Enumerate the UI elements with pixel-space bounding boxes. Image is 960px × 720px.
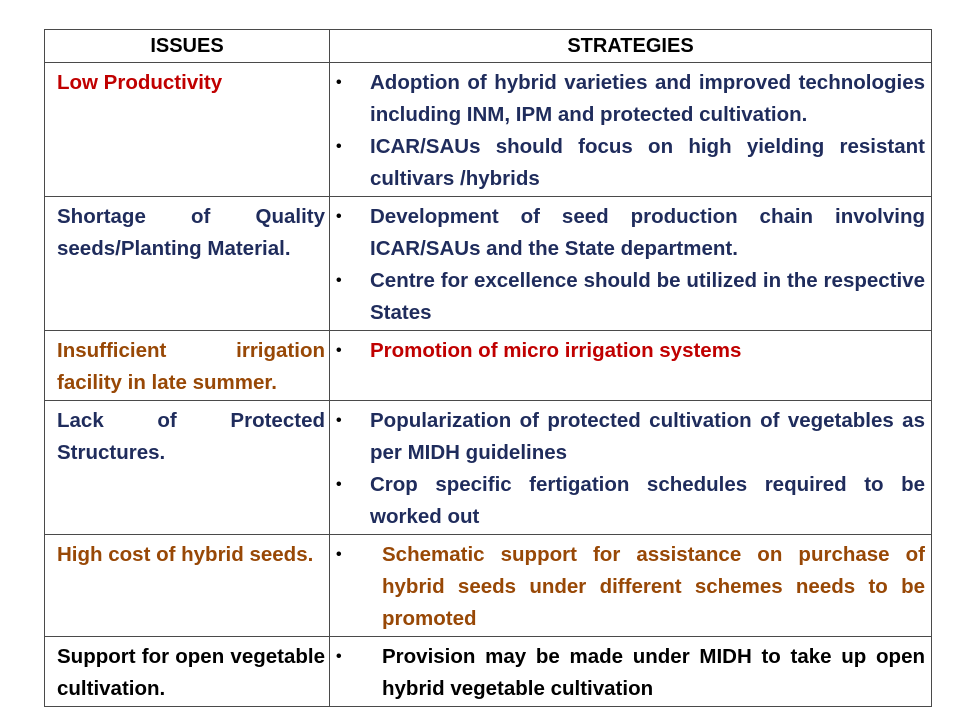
table-row: Support for open vegetable cultivation. … <box>44 636 932 707</box>
strategy-list: • Development of seed production chain in… <box>336 201 925 329</box>
bullet-icon: • <box>336 648 342 665</box>
bullet-icon: • <box>336 546 342 563</box>
strategy-item: • Development of seed production chain in… <box>336 201 925 265</box>
bullet-icon: • <box>336 138 342 155</box>
strategy-item: • Crop specific fertigation schedules req… <box>336 469 925 533</box>
table-row: Low Productivity • Adoption of hybrid var… <box>44 62 932 197</box>
bullet-icon: • <box>336 412 342 429</box>
strategy-item: • Centre for excellence should be utilize… <box>336 265 925 329</box>
table-row: Insufficient irrigation facility in late… <box>44 330 932 401</box>
strategy-text: Crop specific fertigation schedules requ… <box>370 473 925 528</box>
strategy-text: Centre for excellence should be utilized… <box>370 269 925 324</box>
strategy-list: • Promotion of micro irrigation systems <box>336 335 925 367</box>
bullet-icon: • <box>336 342 342 359</box>
strategy-cell: • Provision may be made under MIDH to tak… <box>329 636 932 707</box>
strategy-cell: • Schematic support for assistance on pur… <box>329 534 932 637</box>
strategy-list: • Schematic support for assistance on pur… <box>336 539 925 635</box>
strategy-text: Popularization of protected cultivation … <box>370 409 925 464</box>
bullet-icon: • <box>336 208 342 225</box>
strategy-cell: • Adoption of hybrid varieties and improv… <box>329 62 932 197</box>
table-row: High cost of hybrid seeds. • Schematic su… <box>44 534 932 637</box>
strategy-text: Provision may be made under MIDH to take… <box>382 645 925 700</box>
bullet-icon: • <box>336 476 342 493</box>
strategy-list: • Popularization of protected cultivation… <box>336 405 925 533</box>
bullet-icon: • <box>336 272 342 289</box>
strategy-item: • Adoption of hybrid varieties and improv… <box>336 67 925 131</box>
strategy-text: Adoption of hybrid varieties and improve… <box>370 71 925 126</box>
strategy-list: • Adoption of hybrid varieties and improv… <box>336 67 925 195</box>
issue-cell: Shortage of Quality seeds/Planting Mater… <box>44 196 330 331</box>
strategy-text: ICAR/SAUs should focus on high yielding … <box>370 135 925 190</box>
strategy-cell: • Popularization of protected cultivation… <box>329 400 932 535</box>
strategy-item: • ICAR/SAUs should focus on high yielding… <box>336 131 925 195</box>
issue-cell: Insufficient irrigation facility in late… <box>44 330 330 401</box>
bullet-icon: • <box>336 74 342 91</box>
table-header-row: ISSUES STRATEGIES <box>44 29 932 63</box>
strategy-text: Schematic support for assistance on purc… <box>382 543 925 630</box>
table-row: Shortage of Quality seeds/Planting Mater… <box>44 196 932 331</box>
issue-cell: Support for open vegetable cultivation. <box>44 636 330 707</box>
strategy-cell: • Promotion of micro irrigation systems <box>329 330 932 401</box>
strategy-item: • Popularization of protected cultivation… <box>336 405 925 469</box>
issue-cell: Low Productivity <box>44 62 330 197</box>
strategy-list: • Provision may be made under MIDH to tak… <box>336 641 925 705</box>
header-issues: ISSUES <box>44 29 330 63</box>
issue-cell: Lack of Protected Structures. <box>44 400 330 535</box>
header-strategies: STRATEGIES <box>329 29 932 63</box>
table-row: Lack of Protected Structures. • Populariz… <box>44 400 932 535</box>
strategy-cell: • Development of seed production chain in… <box>329 196 932 331</box>
strategy-item: • Schematic support for assistance on pur… <box>336 539 925 635</box>
strategy-text: Development of seed production chain inv… <box>370 205 925 260</box>
issue-cell: High cost of hybrid seeds. <box>44 534 330 637</box>
issues-strategies-table: ISSUES STRATEGIES Low Productivity • Adop… <box>44 29 932 707</box>
strategy-item: • Promotion of micro irrigation systems <box>336 335 925 367</box>
strategy-text: Promotion of micro irrigation systems <box>370 339 742 362</box>
strategy-item: • Provision may be made under MIDH to tak… <box>336 641 925 705</box>
